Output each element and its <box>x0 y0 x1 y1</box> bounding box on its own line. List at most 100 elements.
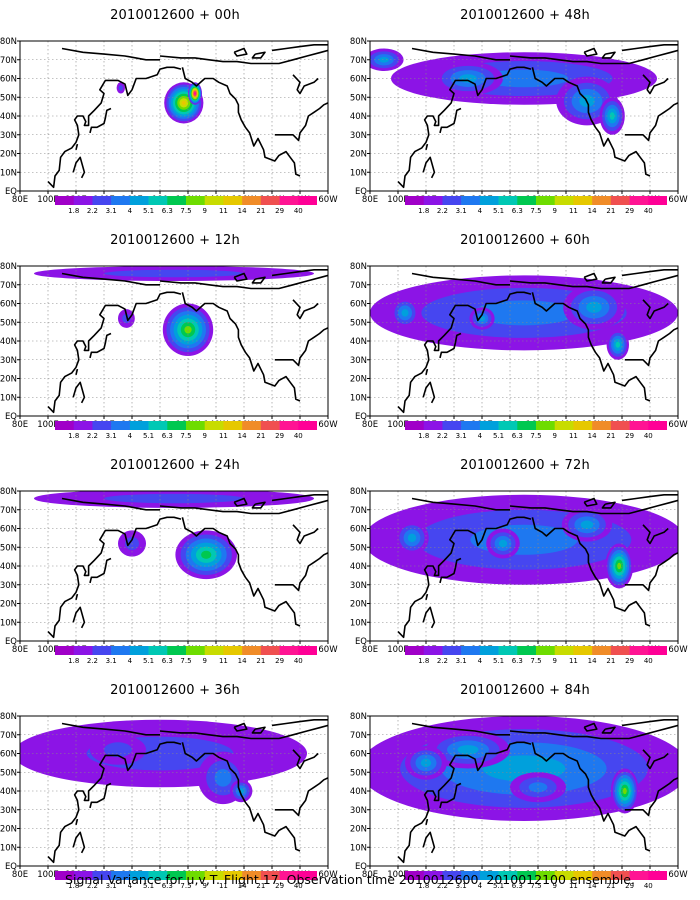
coastline-8 <box>271 268 328 277</box>
gridlines <box>370 716 678 866</box>
colorbar-label: 6.3 <box>512 657 523 665</box>
map-plot: 80E100E120E140E160E180160W140W120W100W80… <box>0 712 338 880</box>
colorbar-label: 14 <box>588 207 597 215</box>
coastline-4 <box>531 517 651 627</box>
y-tick-label: 30N <box>350 806 367 816</box>
coastline-10 <box>601 501 616 509</box>
colorbar-label: 14 <box>238 882 247 890</box>
colorbar-label: 29 <box>275 207 284 215</box>
colorbar-label: 4 <box>128 432 133 440</box>
colorbar-label: 14 <box>588 432 597 440</box>
colorbar-swatch <box>629 421 649 430</box>
coastline-7 <box>292 749 319 770</box>
colorbar-swatch <box>167 871 187 880</box>
coastlines <box>47 718 328 864</box>
panel-7: 2010012600 + 84h80E100E120E140E160E18016… <box>350 675 700 900</box>
colorbar-swatch <box>592 871 612 880</box>
coastlines <box>397 718 678 864</box>
colorbar-swatch <box>405 196 425 205</box>
y-tick-label: 60N <box>0 300 17 310</box>
colorbar-label: 29 <box>625 657 634 665</box>
coastlines <box>47 268 328 414</box>
panel-title: 2010012600 + 00h <box>110 8 240 23</box>
colorbar-swatch <box>536 871 556 880</box>
variance-field <box>34 491 314 580</box>
colorbar-swatch <box>610 871 630 880</box>
coastline-10 <box>601 51 616 59</box>
colorbar-label: 6.3 <box>162 432 173 440</box>
coastline-5 <box>624 777 678 817</box>
map-plot: 80E100E120E140E160E180160W140W120W100W80… <box>0 487 338 655</box>
colorbar-label: 2.2 <box>437 882 448 890</box>
coastline-7 <box>292 524 319 545</box>
colorbar-label: 1.8 <box>68 432 79 440</box>
coastline-5 <box>624 327 678 367</box>
colorbar-swatch <box>479 421 499 430</box>
y-tick-label: 40N <box>0 112 17 122</box>
colorbar-swatch <box>148 421 168 430</box>
colorbar-swatch <box>223 646 243 655</box>
coastline-9 <box>61 272 160 286</box>
colorbar-label: 3.1 <box>106 882 117 890</box>
colorbar-label: 4 <box>128 657 133 665</box>
colorbar-swatch <box>442 871 462 880</box>
coastline-1 <box>439 332 462 359</box>
coastline-2 <box>75 818 79 825</box>
coastline-11 <box>233 47 248 57</box>
colorbar-label: 9 <box>552 432 556 440</box>
y-tick-label: 70N <box>350 731 367 741</box>
colorbar-label: 9 <box>552 657 556 665</box>
colorbar-label: 3.1 <box>456 432 467 440</box>
y-tick-label: 60N <box>350 750 367 760</box>
colorbar-swatch <box>479 871 499 880</box>
colorbar-label: 4 <box>128 207 133 215</box>
colorbar-swatch <box>260 196 280 205</box>
contour-2-1 <box>104 269 244 278</box>
x-tick-label: 80E <box>12 195 28 205</box>
coastline-7 <box>642 749 669 770</box>
y-tick-label: 60N <box>350 525 367 535</box>
colorbar-swatch <box>260 421 280 430</box>
colorbar-label: 9 <box>202 207 206 215</box>
panel-title: 2010012600 + 48h <box>460 8 590 23</box>
colorbar-swatch <box>442 421 462 430</box>
y-tick-label: 80N <box>350 37 367 47</box>
y-tick-label: 20N <box>0 375 17 385</box>
colorbar-label: 21 <box>606 432 615 440</box>
x-tick-label: 100E <box>387 870 409 880</box>
colorbar-swatch <box>648 196 667 205</box>
coastline-4 <box>531 742 651 852</box>
contour-4-4 <box>615 341 621 348</box>
colorbar-swatch <box>73 871 93 880</box>
coastline-6 <box>159 724 328 740</box>
colorbar-swatch <box>423 646 443 655</box>
coastline-7 <box>292 74 319 95</box>
y-tick-label: 10N <box>0 843 17 853</box>
coastline-11 <box>583 272 598 282</box>
colorbar-label: 7.5 <box>180 882 191 890</box>
coastline-3 <box>72 606 86 629</box>
colorbar-label: 2.2 <box>87 207 98 215</box>
colorbar-swatch <box>279 421 299 430</box>
contour-0-6 <box>184 326 192 334</box>
y-tick-label: 80N <box>0 37 17 47</box>
figure-caption: Signal Variance for u,v,T. Flight 17. Ob… <box>65 872 635 887</box>
colorbar-swatch <box>461 871 481 880</box>
y-tick-label: 30N <box>0 131 17 141</box>
colorbar-swatch <box>554 871 574 880</box>
coastline-5 <box>624 102 678 142</box>
y-tick-label: 30N <box>0 356 17 366</box>
colorbar-swatch <box>279 871 299 880</box>
panel-0: 2010012600 + 00h80E100E120E140E160E18016… <box>0 0 350 225</box>
colorbar-swatch <box>148 871 168 880</box>
coastline-3 <box>422 606 436 629</box>
colorbar-swatch <box>517 871 537 880</box>
y-tick-label: 70N <box>350 506 367 516</box>
y-tick-label: 10N <box>350 168 367 178</box>
x-tick-label: 60W <box>318 420 338 430</box>
coastline-1 <box>89 782 112 809</box>
colorbar-label: 4 <box>478 657 483 665</box>
colorbar-swatch <box>629 871 649 880</box>
colorbar-swatch <box>498 196 518 205</box>
coastline-3 <box>72 381 86 404</box>
